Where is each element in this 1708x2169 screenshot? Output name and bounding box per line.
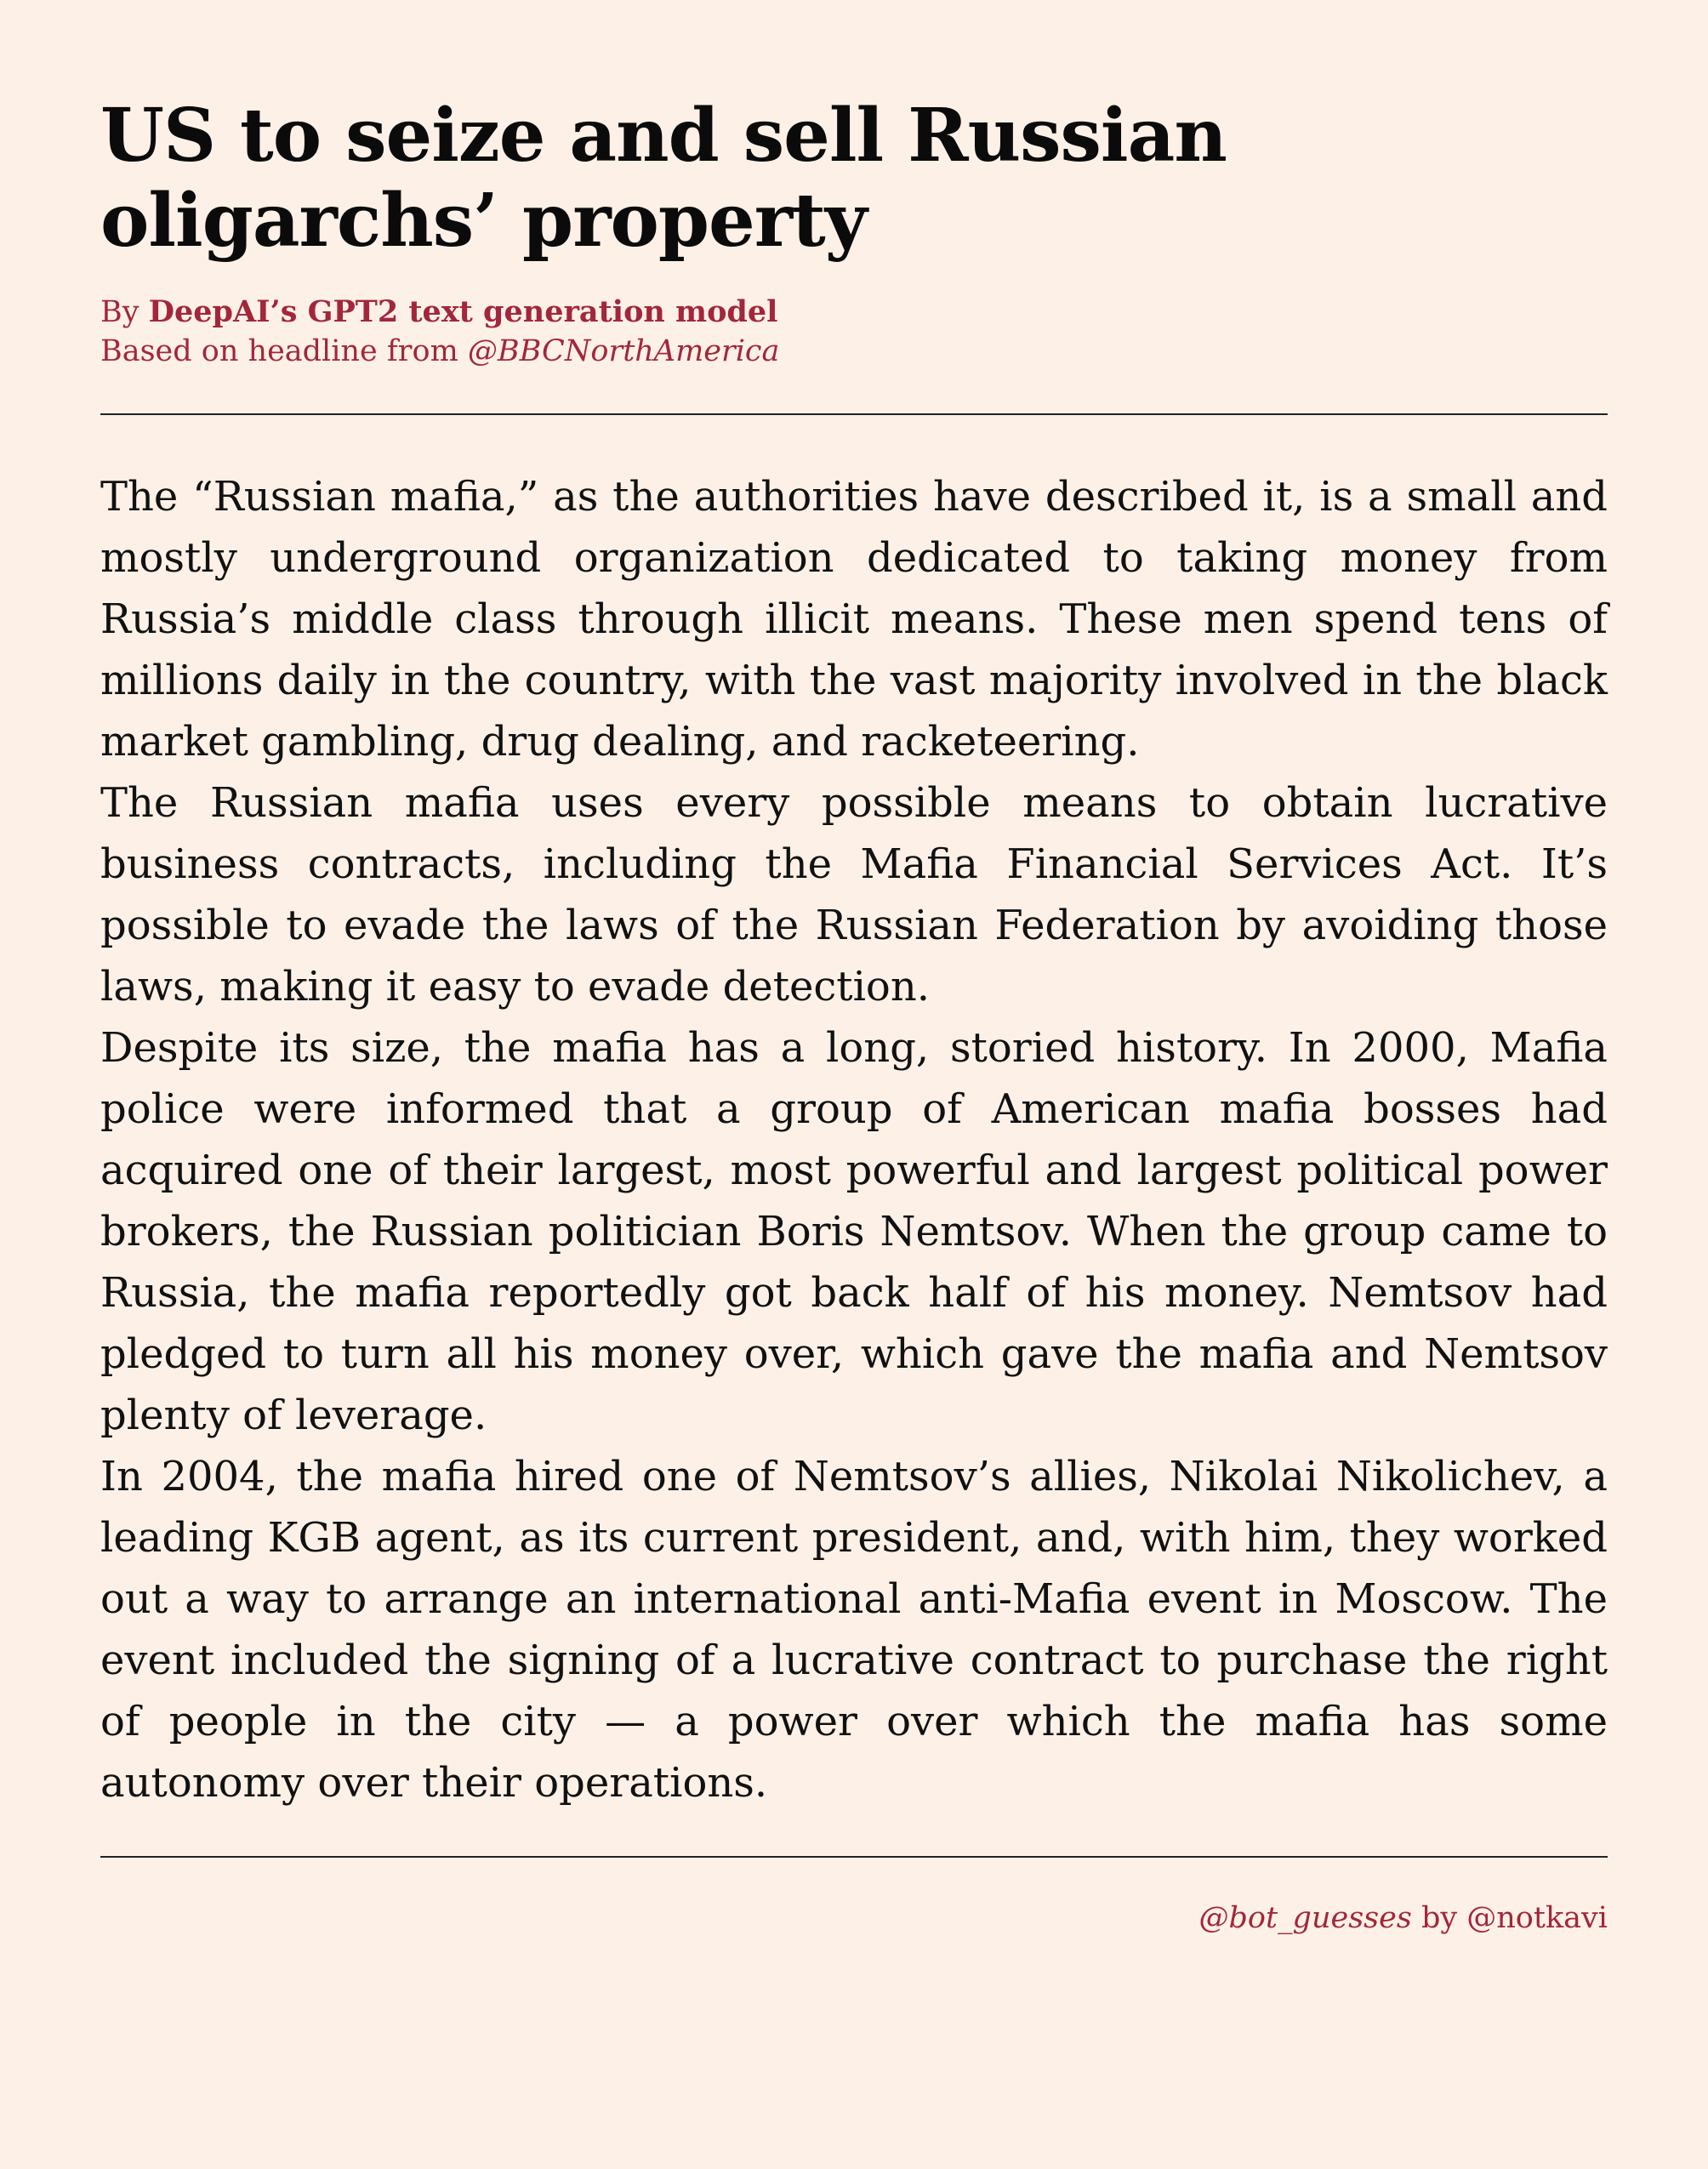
headline: US to seize and sell Russian oligarchs’ …: [100, 93, 1227, 264]
article-body: The “Russian mafia,” as the authorities …: [100, 466, 1608, 1813]
byline-author-line: By DeepAI’s GPT2 text generation model: [100, 293, 1608, 332]
article-paragraph: The “Russian mafia,” as the authorities …: [100, 473, 1608, 766]
article-page: US to seize and sell Russian oligarchs’ …: [100, 94, 1608, 1938]
byline-source-handle[interactable]: @BBCNorthAmerica: [467, 334, 780, 368]
article-paragraph: Despite its size, the mafia has a long, …: [100, 1024, 1608, 1439]
byline: By DeepAI’s GPT2 text generation model B…: [100, 293, 1608, 371]
article-paragraph: In 2004, the mafia hired one of Nemtsov’…: [100, 1453, 1608, 1807]
article-paragraph: The Russian mafia uses every possible me…: [100, 779, 1608, 1010]
footer-credit: @bot_guesses by @notkavi: [100, 1899, 1608, 1938]
footer-author-handle[interactable]: @notkavi: [1466, 1901, 1608, 1935]
top-divider: [100, 413, 1608, 415]
footer-by-text: by: [1411, 1901, 1467, 1935]
byline-author: DeepAI’s GPT2 text generation model: [148, 294, 778, 329]
byline-by-prefix: By: [100, 295, 149, 329]
bottom-divider: [100, 1856, 1608, 1858]
byline-source-prefix: Based on headline from: [100, 334, 468, 368]
footer-bot-handle[interactable]: @bot_guesses: [1198, 1901, 1412, 1935]
byline-source-line: Based on headline from @BBCNorthAmerica: [100, 332, 1608, 371]
